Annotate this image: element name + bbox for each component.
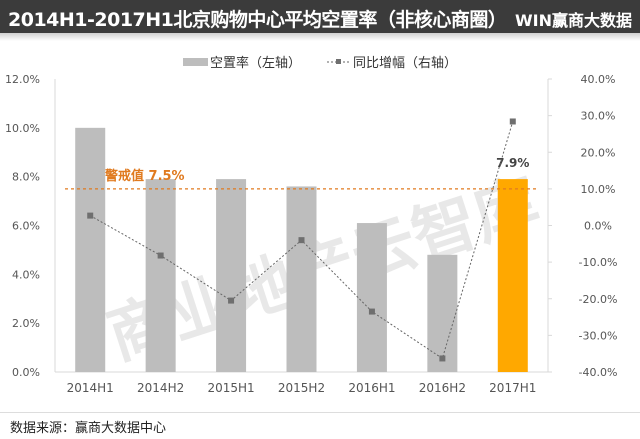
left-tick-label: 12.0%	[5, 73, 40, 86]
growth-point-2016H2	[439, 355, 446, 362]
title-bar: 2014H1-2017H1北京购物中心平均空置率（非核心商圈） WIN赢商大数据	[0, 0, 640, 33]
legend-line-marker	[336, 59, 341, 64]
chart-title: 2014H1-2017H1北京购物中心平均空置率（非核心商圈）	[8, 9, 507, 31]
left-tick-label: 4.0%	[12, 268, 40, 281]
title-shadow	[0, 33, 640, 41]
bar-2016H2	[427, 254, 458, 372]
growth-point-2015H2	[298, 237, 305, 244]
bar-2015H1	[216, 179, 247, 372]
growth-point-2015H1	[228, 297, 235, 304]
legend-bar-label: 空置率（左轴）	[210, 55, 301, 71]
right-tick-label: 10.0%	[581, 183, 616, 196]
data-label-2017H1: 7.9%	[496, 156, 529, 170]
bar-2014H1	[75, 127, 106, 372]
x-tick-label: 2015H1	[207, 381, 254, 395]
right-tick-label: -30.0%	[579, 329, 618, 342]
growth-point-2016H1	[368, 308, 375, 315]
left-tick-label: 0.0%	[12, 366, 40, 379]
left-tick-label: 6.0%	[12, 220, 40, 233]
right-tick-label: -20.0%	[579, 293, 618, 306]
right-tick-label: 40.0%	[581, 73, 616, 86]
left-tick-label: 8.0%	[12, 171, 40, 184]
right-tick-label: -10.0%	[579, 256, 618, 269]
right-tick-label: 20.0%	[581, 146, 616, 159]
right-tick-label: -40.0%	[579, 366, 618, 379]
x-tick-label: 2016H2	[419, 381, 466, 395]
footer-divider	[0, 412, 640, 413]
bar-2015H2	[286, 186, 317, 372]
threshold-label: 警戒值 7.5%	[105, 168, 185, 184]
growth-point-2014H1	[87, 212, 94, 219]
left-tick-label: 2.0%	[12, 317, 40, 330]
x-tick-label: 2015H2	[278, 381, 325, 395]
bar-2017H1	[497, 179, 528, 372]
bar-2016H1	[356, 223, 387, 372]
legend-bar-swatch	[183, 58, 208, 66]
bar-2014H2	[145, 179, 176, 372]
data-source: 数据来源：赢商大数据中心	[10, 421, 167, 436]
x-tick-label: 2016H1	[348, 381, 395, 395]
right-tick-label: 0.0%	[584, 220, 612, 233]
x-tick-label: 2014H2	[137, 381, 184, 395]
growth-point-2017H1	[509, 118, 516, 125]
legend-line-label: 同比增幅（右轴）	[353, 56, 457, 71]
x-tick-label: 2017H1	[489, 381, 536, 395]
right-tick-label: 30.0%	[581, 110, 616, 123]
x-tick-label: 2014H1	[67, 381, 114, 395]
brand-logo: WIN赢商大数据	[515, 11, 632, 30]
left-tick-label: 10.0%	[5, 122, 40, 135]
growth-point-2014H2	[157, 252, 164, 259]
